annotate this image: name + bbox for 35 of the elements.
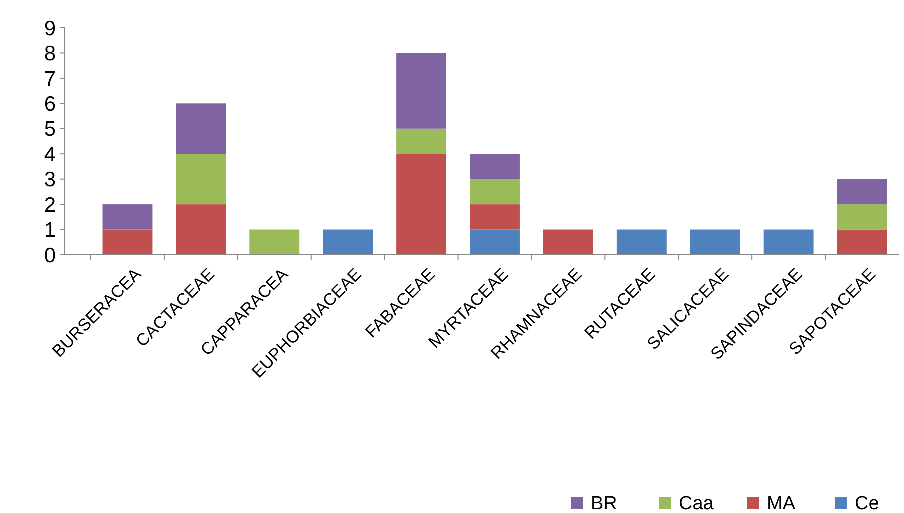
y-tick-label: 0 bbox=[44, 244, 56, 268]
legend-label: Ce bbox=[855, 494, 880, 513]
bar bbox=[176, 154, 226, 205]
bar bbox=[102, 230, 153, 255]
bar bbox=[396, 128, 447, 154]
bar bbox=[616, 230, 667, 255]
bar bbox=[470, 230, 520, 255]
bar bbox=[837, 179, 888, 205]
bar bbox=[396, 53, 447, 129]
y-tick-label: 1 bbox=[44, 219, 56, 242]
y-tick-label: 2 bbox=[44, 194, 56, 217]
y-tick-label: 6 bbox=[44, 93, 56, 116]
y-tick-label: 4 bbox=[44, 143, 56, 166]
y-tick-label: 3 bbox=[44, 168, 56, 192]
legend-label: BR bbox=[591, 494, 618, 513]
y-tick-label: 7 bbox=[44, 68, 56, 91]
y-tick-label: 5 bbox=[44, 118, 56, 142]
bar bbox=[470, 204, 520, 230]
bar bbox=[543, 230, 594, 255]
bar bbox=[837, 204, 888, 230]
bar bbox=[837, 230, 888, 255]
legend-label: MA bbox=[767, 494, 796, 513]
legend-label: Caa bbox=[679, 494, 714, 513]
bar bbox=[250, 230, 300, 255]
bar bbox=[176, 204, 226, 255]
y-tick-label: 8 bbox=[44, 42, 56, 66]
bar bbox=[470, 179, 520, 205]
bar bbox=[102, 204, 153, 230]
bar bbox=[396, 154, 447, 255]
bar bbox=[764, 230, 814, 255]
bar bbox=[470, 154, 520, 180]
y-tick-label: 9 bbox=[44, 17, 56, 40]
bar bbox=[176, 104, 226, 154]
bar bbox=[690, 230, 740, 255]
bar bbox=[323, 230, 374, 255]
